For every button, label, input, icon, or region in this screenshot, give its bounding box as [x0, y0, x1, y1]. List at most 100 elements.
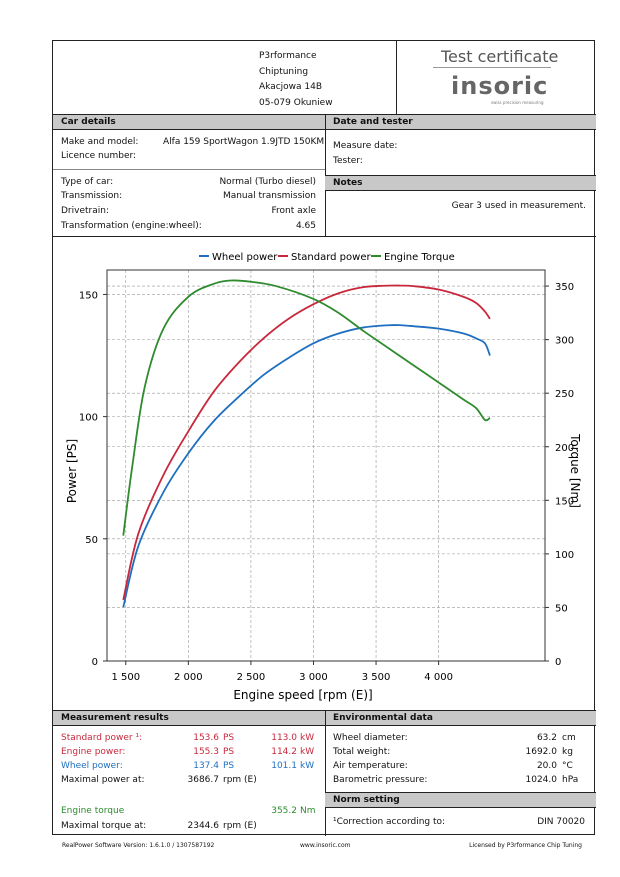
env-unit-1: kg [562, 747, 573, 757]
env-unit-0: cm [562, 733, 576, 743]
footer-license: Licensed by P3rformance Chip Tuning [469, 842, 582, 849]
env-label-3: Barometric pressure: [333, 775, 428, 785]
env-unit-2: °C [562, 761, 573, 771]
car-details-heading: Car details [53, 114, 325, 130]
y-left-tick-label: 150 [79, 290, 98, 301]
x-tick-label: 2 000 [174, 672, 203, 683]
type-value: Normal (Turbo diesel) [219, 177, 316, 187]
max-power-value: 3686.7 [187, 775, 220, 785]
y-right-tick-label: 0 [555, 657, 561, 668]
transmission-label: Transmission: [61, 191, 123, 201]
env-label-1: Total weight: [333, 747, 391, 757]
car-details-rule [53, 169, 325, 170]
licence-label: Licence number: [61, 151, 137, 161]
legend-standard: Standard power [291, 252, 371, 263]
wheel-power-kw-unit: kW [300, 761, 315, 771]
env-label-2: Air temperature: [333, 761, 408, 771]
logo-tagline: swiss precision measuring [491, 100, 544, 105]
footer-website[interactable]: www.insoric.com [300, 842, 351, 849]
std-power-kw: 113.0 [271, 733, 297, 743]
norm-heading: Norm setting [325, 792, 596, 808]
company-street: Akacjowa 14B [259, 82, 323, 92]
wheel-power-kw: 101.1 [271, 761, 297, 771]
y-right-tick-label: 50 [555, 603, 568, 614]
env-value-0: 63.2 [536, 733, 557, 743]
plot-frame [106, 269, 546, 662]
norm-label: ¹Correction according to: [333, 817, 446, 827]
x-tick-label: 1 500 [111, 672, 140, 683]
x-axis-label: Engine speed [rpm (E)] [233, 688, 372, 702]
notes-text: Gear 3 used in measurement. [451, 201, 586, 211]
chart-top-rule [53, 236, 596, 237]
y-left-tick-label: 0 [92, 657, 98, 668]
wheel-power-ps: 137.4 [193, 761, 219, 771]
torque-unit: Nm [300, 806, 316, 816]
y-axis-left-label: Power [PS] [65, 439, 79, 503]
company-address: P3rformance Chiptuning Akacjowa 14B 05-0… [259, 49, 333, 111]
company-line2: Chiptuning [259, 66, 309, 77]
standard-power-line [122, 284, 491, 601]
header-divider [396, 41, 397, 114]
max-torque-unit: rpm (E) [223, 821, 257, 831]
y-left-tick-label: 50 [85, 535, 98, 546]
max-torque-label: Maximal torque at: [61, 821, 147, 831]
company-name: P3rformance [259, 51, 317, 61]
transmission-value: Manual transmission [222, 191, 316, 201]
chart-ticks: 1 500 2 000 2 500 3 000 3 500 4 000 0 50 100 150 0… [79, 282, 574, 683]
eng-power-kw: 114.2 [271, 747, 297, 757]
env-unit-3: hPa [562, 775, 579, 785]
max-power-unit: rpm (E) [223, 775, 257, 785]
y-right-tick-label: 350 [555, 282, 574, 293]
y-right-tick-label: 250 [555, 389, 574, 400]
notes-heading: Notes [325, 175, 596, 191]
transformation-label: Transformation (engine:wheel): [61, 221, 202, 231]
wheel-power-ps-unit: PS [223, 761, 235, 771]
y-right-tick-label: 100 [555, 550, 574, 561]
eng-power-ps-unit: PS [223, 747, 235, 757]
chart-legend: Wheel power Standard power Engine Torque [199, 252, 455, 263]
y-right-tick-label: 200 [555, 443, 574, 454]
x-tick-label: 2 500 [237, 672, 266, 683]
tester-label: Tester: [333, 156, 363, 166]
environment-heading: Environmental data [325, 710, 596, 726]
title-rule [433, 67, 551, 68]
x-tick-label: 3 000 [299, 672, 328, 683]
y-left-tick-label: 100 [79, 413, 98, 424]
std-power-ps-unit: PS [223, 733, 235, 743]
chart-grid [107, 270, 545, 662]
x-tick-label: 4 000 [424, 672, 453, 683]
type-label: Type of car: [61, 177, 114, 187]
transformation-value: 4.65 [295, 221, 316, 231]
footer-version: RealPower Software Version: 1.6.1.0 / 13… [62, 842, 215, 849]
measure-date-label: Measure date: [333, 141, 398, 151]
certificate-title: Test certificate [441, 47, 559, 66]
std-power-kw-unit: kW [300, 733, 315, 743]
max-torque-value: 2344.6 [187, 821, 220, 831]
legend-wheel: Wheel power [212, 252, 278, 263]
torque-label: Engine torque [61, 806, 125, 816]
power-chart: Wheel power Standard power Engine Torque… [65, 252, 582, 702]
x-tick-label: 3 500 [362, 672, 391, 683]
drivetrain-label: Drivetrain: [61, 206, 109, 216]
std-power-label: Standard power ¹: [61, 733, 143, 743]
results-divider [325, 710, 326, 836]
eng-power-label: Engine power: [61, 747, 126, 757]
chart-lines [122, 279, 491, 608]
measurement-heading: Measurement results [53, 710, 325, 726]
insoric-logo: insoric [451, 72, 549, 100]
eng-power-kw-unit: kW [300, 747, 315, 757]
y-right-tick-label: 150 [555, 496, 574, 507]
engine-torque-line [122, 279, 491, 536]
company-city: 05-079 Okuniew [259, 97, 333, 108]
make-label: Make and model: [61, 137, 139, 147]
date-tester-heading: Date and tester [325, 114, 596, 130]
env-value-3: 1024.0 [525, 775, 558, 785]
wheel-power-label: Wheel power: [61, 761, 123, 771]
torque-value: 355.2 [271, 806, 297, 816]
y-right-tick-label: 300 [555, 336, 574, 347]
certificate-frame: P3rformance Chiptuning Akacjowa 14B 05-0… [52, 40, 596, 836]
wheel-power-line [122, 324, 491, 608]
drivetrain-value: Front axle [271, 206, 316, 216]
max-power-label: Maximal power at: [61, 775, 145, 785]
make-value: Alfa 159 SportWagon 1.9JTD 150KM [163, 137, 325, 147]
